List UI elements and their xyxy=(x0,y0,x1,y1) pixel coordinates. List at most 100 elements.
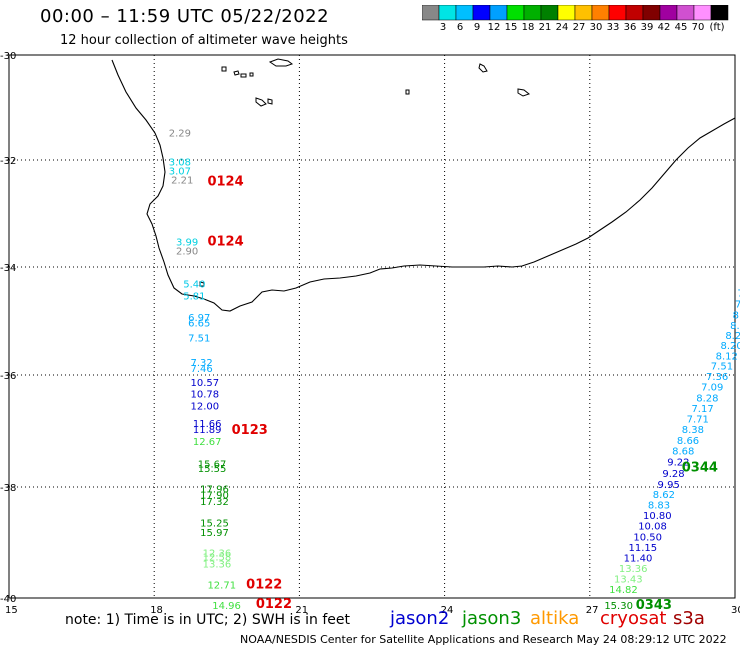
pass-time-label: 0122 xyxy=(246,578,282,593)
lat-tick-label: -32 xyxy=(0,156,16,167)
wave-height-value: 9.95 xyxy=(658,480,680,491)
colorbar xyxy=(422,5,729,21)
wave-height-labels: 2.29 3.083.072.21 0124 3.992.90 5.405.81 0124… xyxy=(169,128,740,613)
wave-height-value: 8.12 xyxy=(716,351,738,362)
wave-height-value: 7.51 xyxy=(711,362,733,373)
satellite-legend-cryosat: cryosat xyxy=(600,608,667,629)
wave-height-value: 3.07 xyxy=(169,166,191,177)
colorbar-tick-label: 36 xyxy=(623,22,637,33)
wave-height-value: 7.17 xyxy=(691,404,713,415)
wave-height-value: 7.46 xyxy=(191,364,213,375)
colorbar-tick-label: 18 xyxy=(521,22,535,33)
wave-height-value: 15.97 xyxy=(200,528,229,539)
wave-height-value: 12.36 xyxy=(203,548,232,559)
colorbar-swatch xyxy=(455,5,474,21)
lon-tick-label: 21 xyxy=(295,605,308,616)
wave-height-value: 8.68 xyxy=(672,447,694,458)
wave-height-value: 5.81 xyxy=(183,291,205,302)
colorbar-swatch xyxy=(523,5,542,21)
wave-height-value: 8.28 xyxy=(696,393,718,404)
wave-height-value: 12.00 xyxy=(191,402,220,413)
colorbar-swatch xyxy=(642,5,661,21)
colorbar-swatch xyxy=(676,5,695,21)
colorbar-tick-label: 33 xyxy=(606,22,620,33)
colorbar-swatch xyxy=(540,5,559,21)
lat-tick-label: -30 xyxy=(0,51,16,62)
colorbar-tick-label: 24 xyxy=(555,22,569,33)
pass-time-label: 0122 xyxy=(256,597,292,612)
colorbar-tick-label: 12 xyxy=(487,22,501,33)
wave-height-value: 14.96 xyxy=(212,601,241,612)
footer-note: note: 1) Time is in UTC; 2) SWH is in fe… xyxy=(65,612,351,628)
wave-height-value: 11.66 xyxy=(193,419,222,430)
colorbar-swatch xyxy=(608,5,627,21)
satellite-legend-jason2: jason2 xyxy=(390,608,450,629)
colorbar-swatch xyxy=(574,5,593,21)
wave-height-value: 11.89 xyxy=(193,425,222,436)
wave-height-value: 11.15 xyxy=(629,543,658,554)
lon-tick-label: 15 xyxy=(5,605,18,616)
lat-tick-label: -34 xyxy=(0,263,16,274)
wave-height-value: 7.36 xyxy=(706,372,728,383)
wave-height-value: 7.09 xyxy=(701,383,723,394)
wave-height-value: 14.82 xyxy=(609,585,638,596)
lat-tick-label: -40 xyxy=(0,594,16,605)
wave-height-value: 3.08 xyxy=(169,157,191,168)
colorbar-swatch xyxy=(591,5,610,21)
lon-tick-label: 18 xyxy=(150,605,163,616)
colorbar-swatch xyxy=(438,5,457,21)
wave-height-value: 8.26 xyxy=(725,331,740,342)
wave-height-value: 8.33 xyxy=(730,321,740,332)
colorbar-swatch xyxy=(693,5,712,21)
colorbar-swatch xyxy=(506,5,525,21)
wave-height-value: 7.0 xyxy=(737,289,740,300)
lon-tick-label: 30 xyxy=(731,605,740,616)
wave-height-value: 5.40 xyxy=(183,280,205,291)
colorbar-swatch xyxy=(625,5,644,21)
wave-height-value: 10.50 xyxy=(633,532,662,543)
colorbar-tick-label: 21 xyxy=(538,22,552,33)
wave-height-value: 3.99 xyxy=(176,238,198,249)
wave-height-value: 11.40 xyxy=(624,553,653,564)
wave-height-value: 8.62 xyxy=(653,490,675,501)
south-africa-coastline xyxy=(111,59,736,312)
wave-height-value: 12.71 xyxy=(207,581,236,592)
wave-height-value: 17.32 xyxy=(200,497,229,508)
lat-lon-grid xyxy=(9,55,735,598)
colorbar-swatch xyxy=(710,5,729,21)
wave-height-value: 7.51 xyxy=(188,334,210,345)
colorbar-tick-label: 45 xyxy=(674,22,688,33)
colorbar-swatch xyxy=(489,5,508,21)
wave-height-value: 7.71 xyxy=(687,415,709,426)
credit-line: NOAA/NESDIS Center for Satellite Applica… xyxy=(240,633,727,646)
pass-time-label: 0123 xyxy=(232,423,268,438)
map-title: 00:00 – 11:59 UTC 05/22/2022 xyxy=(40,6,330,27)
wave-height-value: 10.08 xyxy=(638,522,667,533)
satellite-legend-altika: altika xyxy=(530,608,580,629)
colorbar-tick-label: 70 xyxy=(691,22,705,33)
lat-tick-label: -36 xyxy=(0,371,16,382)
pass-time-label: 0124 xyxy=(207,175,243,190)
wave-height-value: 6.97 xyxy=(188,313,210,324)
colorbar-tick-label: 30 xyxy=(589,22,603,33)
wave-height-value: 10.57 xyxy=(191,378,220,389)
wave-height-value: 7.32 xyxy=(191,358,213,369)
wave-height-value: 2.90 xyxy=(176,247,198,258)
wave-height-value: 8.83 xyxy=(648,501,670,512)
pass-time-label: 0124 xyxy=(207,235,243,250)
pass-time-label: 0343 xyxy=(636,598,672,613)
wave-height-value: 2.21 xyxy=(171,176,193,187)
colorbar-tick-label: 39 xyxy=(640,22,654,33)
wave-height-value: 2.29 xyxy=(169,128,191,139)
pass-time-label: 0344 xyxy=(682,460,718,475)
wave-height-value: 13.36 xyxy=(203,559,232,570)
map-frame xyxy=(8,54,736,599)
wave-height-value: 9.28 xyxy=(662,469,684,480)
lon-tick-label: 27 xyxy=(586,605,599,616)
colorbar-swatch xyxy=(659,5,678,21)
wave-height-value: 13.43 xyxy=(614,574,643,585)
wave-height-value: 12.67 xyxy=(193,437,222,448)
wave-height-value: 10.80 xyxy=(643,511,672,522)
wave-height-value: 17.96 xyxy=(200,485,229,496)
colorbar-swatch xyxy=(422,5,440,21)
